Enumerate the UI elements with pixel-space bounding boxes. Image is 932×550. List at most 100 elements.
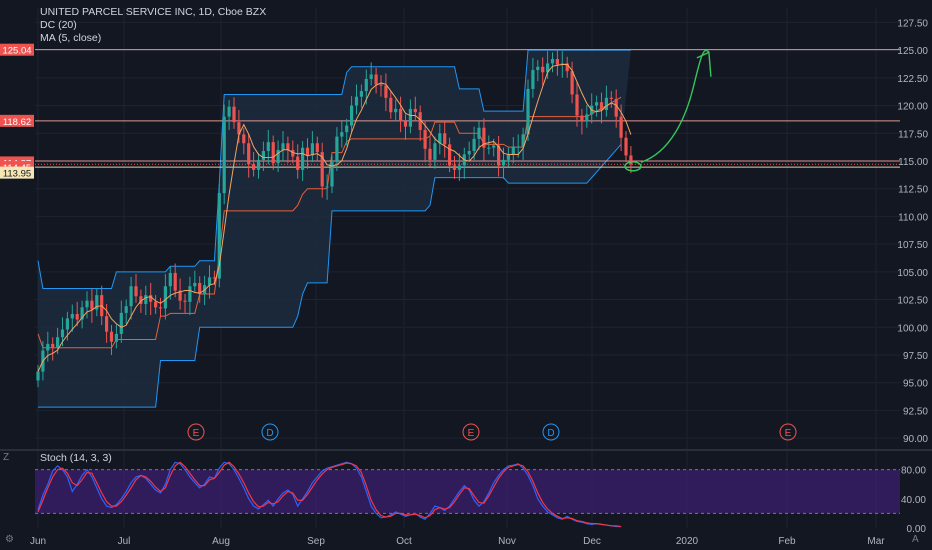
settings-icon[interactable]: ⚙	[5, 534, 14, 545]
symbol-title[interactable]: UNITED PARCEL SERVICE INC, 1D, Cboe BZX	[40, 6, 267, 18]
candle-body	[619, 116, 623, 138]
candle-body	[604, 97, 608, 110]
candle-body	[575, 94, 579, 116]
candle-body	[389, 97, 393, 113]
event-marker	[779, 423, 797, 441]
candle-body	[399, 108, 403, 122]
candle-body	[114, 333, 118, 342]
price-tag	[0, 43, 34, 56]
candle-body	[70, 313, 74, 319]
y-tick-label: 117.50	[898, 129, 928, 140]
candle-body	[119, 312, 123, 334]
candle-body	[134, 286, 138, 297]
candle-body	[163, 286, 167, 309]
candle-body	[413, 108, 417, 113]
event-marker	[261, 423, 279, 441]
candle-body	[364, 78, 368, 92]
y-tick-label: 122.50	[897, 74, 928, 85]
y-tick-label: 92.50	[903, 406, 928, 417]
candle-body	[124, 306, 128, 313]
y-tick-label: 102.50	[897, 296, 928, 307]
zoom-toggle[interactable]: Z	[3, 452, 10, 463]
candle-body	[408, 108, 412, 127]
candle-body	[531, 70, 535, 89]
event-marker-label: E	[193, 428, 200, 439]
stoch-d-line	[37, 461, 622, 528]
stoch-k-line	[37, 461, 622, 528]
y-tick-label: 100.00	[897, 323, 928, 334]
candle-body	[90, 300, 94, 310]
stoch-band-fill	[35, 469, 900, 514]
candle-body	[139, 296, 143, 304]
candle-body	[301, 147, 305, 170]
price-tag	[0, 114, 34, 127]
candle-body	[438, 133, 442, 144]
event-marker-label: E	[468, 428, 475, 439]
y-tick-label: 107.50	[897, 240, 928, 251]
candle-body	[487, 147, 491, 149]
candle-body	[320, 152, 324, 187]
price-tag-label: 125.04	[2, 46, 31, 57]
moving-average-line	[37, 63, 632, 372]
candle-body	[56, 337, 60, 348]
candle-body	[178, 290, 182, 301]
candle-body	[247, 143, 251, 165]
candle-body	[305, 147, 310, 156]
event-marker-label: D	[547, 428, 554, 439]
candle-body	[256, 159, 261, 170]
candle-body	[242, 134, 246, 144]
candle-body	[144, 295, 148, 304]
y-tick-label: 120.00	[897, 102, 928, 113]
candle-body	[286, 143, 290, 150]
candle-body	[158, 307, 163, 309]
candle-body	[506, 154, 510, 160]
chart-legend: UNITED PARCEL SERVICE INC, 1D, Cboe BZX …	[40, 6, 266, 45]
y-tick-label: 90.00	[903, 434, 928, 445]
candle-body	[433, 143, 437, 160]
candle-body	[350, 105, 354, 126]
annotation-circle	[624, 161, 642, 172]
candle-body	[315, 143, 319, 153]
candle-body	[585, 114, 589, 122]
candle-body	[227, 106, 231, 117]
x-tick-label: 2020	[676, 536, 699, 547]
annotation-arrowhead	[696, 51, 712, 77]
event-marker	[187, 423, 205, 441]
y-tick-label: 110.00	[898, 212, 928, 223]
event-marker-label: D	[266, 428, 273, 439]
candle-body	[237, 122, 241, 135]
dc-indicator-label[interactable]: DC (20)	[40, 19, 77, 31]
candle-body	[222, 116, 226, 194]
y-tick-label: 115.00	[898, 157, 928, 168]
candle-body	[212, 277, 216, 279]
candle-body	[65, 318, 69, 330]
candle-body	[384, 85, 388, 98]
candle-body	[369, 74, 373, 79]
candle-body	[580, 115, 584, 122]
candle-body	[271, 142, 275, 164]
candle-body	[325, 186, 329, 188]
candle-body	[154, 301, 158, 308]
candle-body	[629, 155, 633, 165]
candle-body	[261, 151, 265, 160]
candle-body	[418, 112, 422, 130]
candle-body	[149, 295, 153, 302]
candle-body	[46, 343, 50, 351]
candle-body	[403, 121, 408, 127]
candle-body	[526, 88, 530, 135]
candle-body	[595, 102, 599, 106]
ma-indicator-label[interactable]: MA (5, close)	[40, 32, 102, 44]
candle-body	[330, 162, 334, 187]
candle-body	[198, 282, 202, 295]
candle-body	[252, 164, 256, 170]
event-marker	[462, 423, 480, 441]
y-tick-label: 95.00	[903, 379, 928, 390]
candle-body	[207, 277, 212, 286]
stoch-indicator-label[interactable]: Stoch (14, 3, 3)	[40, 452, 112, 464]
candle-body	[193, 282, 197, 287]
y-tick-label: 127.50	[897, 18, 928, 29]
candle-body	[80, 307, 84, 320]
candle-body	[217, 193, 221, 279]
auto-scale-toggle[interactable]: A	[912, 534, 919, 545]
